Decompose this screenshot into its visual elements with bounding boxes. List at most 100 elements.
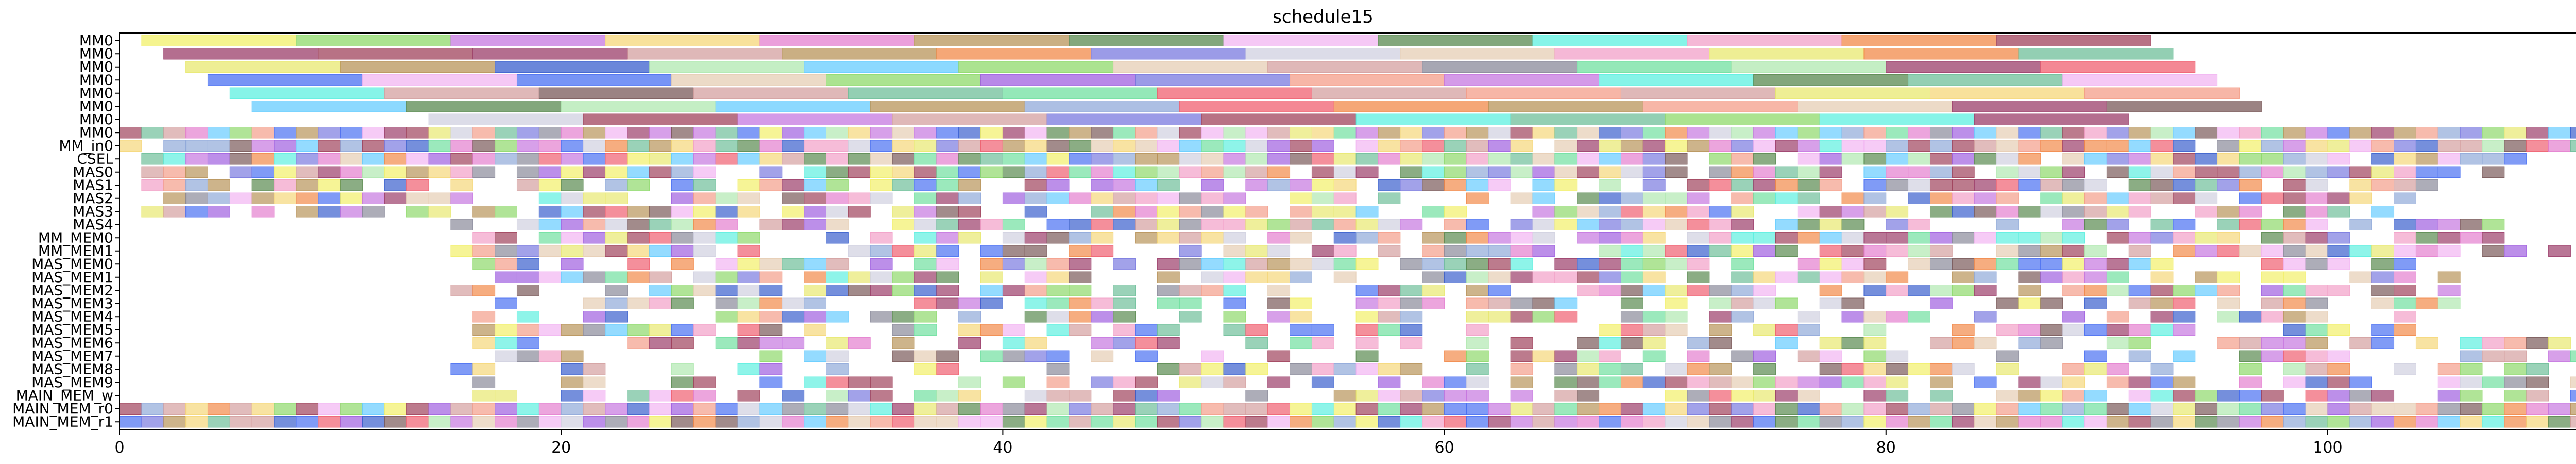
- schedule-cell: [2018, 403, 2041, 415]
- schedule-cell: [1841, 258, 1865, 270]
- schedule-cell: [2371, 245, 2395, 257]
- schedule-cell: [1819, 127, 1842, 139]
- schedule-cell: [2283, 324, 2306, 336]
- schedule-cell: [1179, 219, 1202, 230]
- schedule-cell: [1620, 127, 1643, 139]
- schedule-cell: [2394, 192, 2416, 204]
- schedule-cell: [870, 153, 893, 165]
- schedule-cell: [2150, 232, 2174, 244]
- schedule-cell: [2415, 232, 2438, 244]
- schedule-cell: [516, 127, 539, 139]
- schedule-cell: [1267, 153, 1291, 165]
- schedule-cell: [141, 179, 164, 191]
- schedule-cell: [2084, 324, 2107, 336]
- schedule-cell: [1929, 285, 1953, 296]
- schedule-cell: [1113, 324, 1136, 336]
- schedule-cell: [715, 285, 738, 296]
- schedule-cell: [1687, 127, 1710, 139]
- schedule-cell: [737, 403, 760, 415]
- mm-op-bar: [1223, 35, 1379, 46]
- row-label: MAIN_MEM_r0: [12, 400, 113, 417]
- schedule-cell: [495, 206, 517, 218]
- schedule-cell: [1466, 166, 1489, 178]
- schedule-cell: [2437, 127, 2461, 139]
- schedule-cell: [1532, 403, 1555, 415]
- schedule-cell: [2261, 337, 2284, 349]
- schedule-cell: [1024, 258, 1047, 270]
- schedule-cell: [936, 297, 959, 309]
- mm-op-bar: [1797, 101, 1953, 112]
- schedule-cell: [1996, 363, 2019, 375]
- schedule-cell: [1290, 192, 1312, 204]
- schedule-cell: [2460, 350, 2483, 362]
- schedule-cell: [759, 363, 783, 375]
- schedule-cell: [1996, 403, 2019, 415]
- schedule-cell: [318, 140, 341, 152]
- schedule-cell: [1002, 166, 1025, 178]
- schedule-cell: [1024, 232, 1047, 244]
- schedule-cell: [892, 350, 915, 362]
- schedule-cell: [1400, 337, 1423, 349]
- schedule-cell: [1709, 219, 1732, 230]
- schedule-cell: [561, 376, 584, 388]
- schedule-cell: [1599, 219, 1621, 230]
- schedule-cell: [1532, 297, 1555, 309]
- schedule-cell: [2018, 337, 2041, 349]
- schedule-cell: [251, 140, 275, 152]
- schedule-cell: [538, 153, 562, 165]
- schedule-cell: [472, 403, 496, 415]
- schedule-cell: [2349, 219, 2372, 230]
- schedule-cell: [1290, 219, 1312, 230]
- schedule-cell: [1753, 363, 1776, 375]
- schedule-cell: [495, 271, 517, 283]
- schedule-cell: [1886, 311, 1909, 323]
- schedule-cell: [2371, 337, 2395, 349]
- schedule-cell: [1775, 219, 1798, 230]
- schedule-cell: [2239, 403, 2262, 415]
- row-label: MAS3: [73, 203, 113, 220]
- schedule-cell: [2349, 179, 2372, 191]
- schedule-cell: [1620, 166, 1643, 178]
- schedule-cell: [1290, 140, 1312, 152]
- schedule-cell: [1091, 179, 1114, 191]
- schedule-cell: [627, 324, 650, 336]
- schedule-cell: [1863, 166, 1887, 178]
- schedule-cell: [296, 179, 319, 191]
- schedule-cell: [958, 416, 981, 428]
- schedule-cell: [1863, 153, 1887, 165]
- schedule-cell: [1311, 219, 1334, 230]
- schedule-cell: [826, 285, 849, 296]
- schedule-cell: [2150, 311, 2174, 323]
- schedule-cell: [2217, 416, 2240, 428]
- schedule-cell: [1488, 140, 1511, 152]
- schedule-cell: [1797, 219, 1820, 230]
- schedule-cell: [583, 363, 606, 375]
- schedule-cell: [119, 416, 142, 428]
- schedule-cell: [1620, 416, 1643, 428]
- bar-layer: [119, 35, 2576, 428]
- schedule-cell: [892, 153, 915, 165]
- schedule-cell: [2128, 258, 2151, 270]
- mm-op-bar: [671, 74, 827, 86]
- schedule-cell: [2062, 166, 2086, 178]
- schedule-cell: [826, 166, 849, 178]
- schedule-cell: [207, 192, 230, 204]
- schedule-cell: [1046, 271, 1070, 283]
- schedule-cell: [848, 337, 871, 349]
- schedule-cell: [1886, 232, 1909, 244]
- schedule-cell: [2283, 153, 2306, 165]
- schedule-cell: [1355, 416, 1379, 428]
- schedule-cell: [2283, 416, 2306, 428]
- schedule-cell: [870, 179, 893, 191]
- schedule-cell: [229, 192, 252, 204]
- schedule-cell: [1753, 153, 1776, 165]
- schedule-cell: [1642, 258, 1666, 270]
- schedule-cell: [892, 311, 915, 323]
- mm-op-bar: [1201, 113, 1357, 125]
- schedule-cell: [1113, 297, 1136, 309]
- schedule-cell: [737, 179, 760, 191]
- schedule-cell: [892, 245, 915, 257]
- schedule-cell: [2327, 376, 2350, 388]
- schedule-cell: [1179, 192, 1202, 204]
- schedule-cell: [1620, 297, 1643, 309]
